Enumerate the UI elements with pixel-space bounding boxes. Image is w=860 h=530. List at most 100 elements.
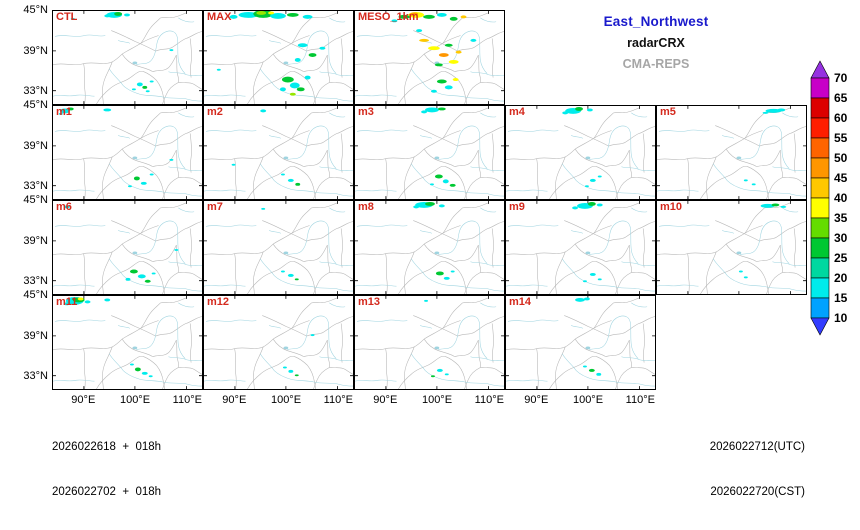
radar-echo [289,82,300,89]
radar-echo [129,363,134,366]
y-axis-label: 45°N [23,99,48,111]
radar-echo [434,174,443,179]
colorbar-segment [810,77,830,99]
radar-echo [238,11,259,18]
radar-echo [738,270,743,273]
y-axis-label: 39°N [23,44,48,57]
init-time-cst: 2026022702 + 018h [52,486,162,498]
colorbar-tick-label: 70 [834,71,848,85]
radar-echo [137,274,146,279]
radar-echo [289,92,296,96]
radar-echo [596,203,603,207]
radar-echo [294,278,299,281]
x-axis-label: 100°E [421,394,453,406]
map-panel-m8: m8 [354,200,505,295]
radar-echo [597,175,602,178]
radar-echo [582,280,587,283]
x-axis-label: 90°E [222,394,247,406]
map-panel-m2: m2 [203,105,354,200]
colorbar-tick-label: 60 [834,111,848,125]
radar-echo [436,79,447,84]
radar-echo [410,12,419,16]
radar-echo [169,158,174,161]
map-canvas [355,296,504,389]
radar-echo [572,206,579,210]
radar-echo [438,204,445,208]
radar-echo [587,201,596,206]
colorbar-tick-label: 35 [834,211,848,225]
panel-label: m9 [509,201,525,213]
map-panel-m1: m1 [52,105,203,200]
y-axis-label: 33°N [23,275,48,288]
model-name: CMA-REPS [622,57,690,71]
colorbar-segment [810,97,830,119]
map-canvas [506,201,655,294]
colorbar-segment [810,277,830,299]
map-panel-m9: m9 [505,200,656,295]
y-axis-label: 45°N [23,194,48,206]
map-canvas [506,296,655,389]
radar-echo [58,112,63,115]
y-axis-label: 45°N [23,4,48,16]
map-canvas [355,106,504,199]
colorbar-segment [810,117,830,139]
panel-label: m6 [56,201,72,213]
map-panel-m4: m4 [505,105,656,200]
panel-label: m1 [56,106,72,118]
panel-label: MESO_1km [358,11,419,23]
panel-label: MAX [207,11,232,23]
x-axis-label: 90°E [373,394,398,406]
colorbar-tick-label: 50 [834,151,848,165]
panel-label: m10 [660,201,683,213]
radar-echo [450,270,455,273]
radar-echo [423,14,435,19]
x-axis-label: 90°E [71,394,96,406]
x-axis-label: 110°E [323,394,353,406]
radar-echo [148,375,153,378]
radar-echo [141,371,148,375]
radar-echo [149,80,154,83]
radar-echo [416,29,423,33]
colorbar-tick-label: 25 [834,251,848,265]
radar-echo [308,53,317,58]
radar-echo [59,108,70,114]
radar-echo [282,366,287,369]
radar-echo [261,207,266,210]
map-panel-m11: m11 [52,295,203,390]
map-canvas [355,201,504,294]
radar-echo [455,50,462,54]
map-canvas [204,296,353,389]
radar-echo [304,75,311,80]
radar-echo [63,302,70,306]
map-panel-m14: m14 [505,295,656,390]
map-panel-MESO_1km: MESO_1km [354,10,505,105]
radar-echo [452,78,459,81]
radar-echo [425,201,435,206]
panel-label: m5 [660,106,676,118]
radar-echo [169,49,174,52]
radar-echo [281,76,294,83]
radar-echo [428,46,440,51]
radar-echo [270,12,286,19]
radar-echo [443,276,450,280]
radar-echo [582,365,587,368]
map-panel-m6: m6 [52,200,203,295]
radar-echo [286,12,299,17]
map-panel-MAX: MAX [203,10,354,105]
radar-echo [149,173,154,176]
radar-echo [256,11,267,15]
colorbar-segment [810,177,830,199]
radar-echo [296,87,305,92]
radar-echo [762,111,769,114]
radar-echo [442,179,449,184]
map-panel-m7: m7 [203,200,354,295]
radar-echo [760,203,775,208]
radar-echo [145,90,150,93]
radar-echo [771,203,780,207]
radar-echo [104,14,111,18]
radar-echo [596,372,602,376]
radar-echo [288,369,294,373]
panel-label: CTL [56,11,78,23]
radar-echo [460,15,467,19]
map-panel-m3: m3 [354,105,505,200]
